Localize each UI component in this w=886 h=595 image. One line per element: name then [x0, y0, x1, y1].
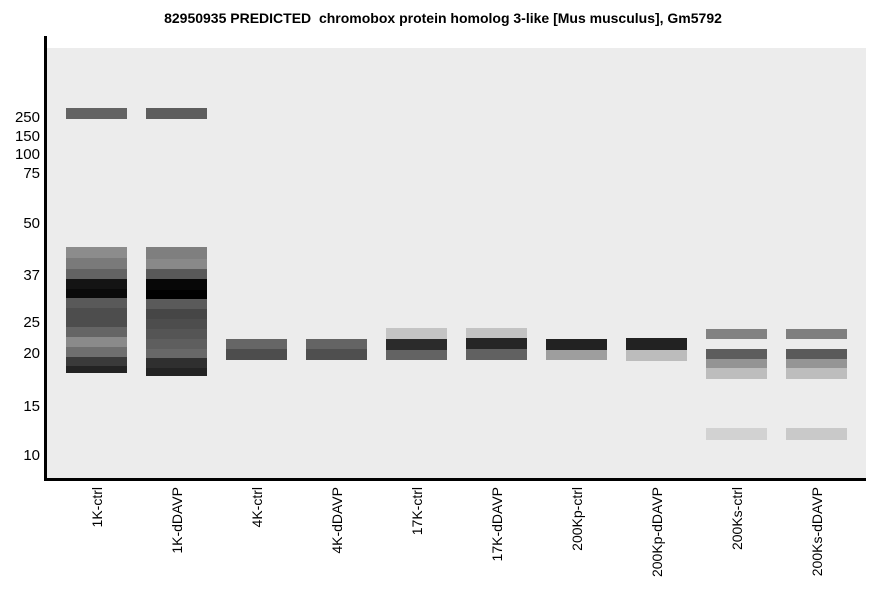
y-axis-tick-label: 75 [23, 165, 40, 182]
lane-label: 200Kp-dDAVP [648, 487, 665, 578]
gel-band [66, 337, 127, 347]
gel-band [146, 368, 207, 376]
gel-band [66, 258, 127, 269]
gel-band [786, 329, 847, 339]
gel-band [66, 279, 127, 289]
gel-band [466, 338, 527, 349]
y-axis-tick-label: 25 [23, 314, 40, 331]
y-axis-tick-label: 100 [14, 146, 40, 163]
lane-label: 1K-dDAVP [168, 487, 185, 554]
gel-band [706, 349, 767, 359]
lane-label: 4K-dDAVP [328, 487, 345, 554]
gel-band [66, 357, 127, 366]
y-axis-tick-label: 37 [23, 267, 40, 284]
lane-label: 4K-ctrl [248, 487, 265, 528]
lane-label: 200Ks-dDAVP [808, 487, 825, 577]
y-axis-tick-label: 150 [14, 128, 40, 145]
lane-label: 200Ks-ctrl [728, 487, 745, 551]
gel-band [306, 349, 367, 360]
gel-band [66, 347, 127, 357]
gel-band [786, 368, 847, 379]
y-axis-tick-label: 15 [23, 398, 40, 415]
gel-band [786, 349, 847, 359]
y-axis-tick-label: 20 [23, 345, 40, 362]
gel-band [66, 289, 127, 298]
gel-band [146, 339, 207, 349]
gel-band [626, 338, 687, 350]
gel-band [146, 290, 207, 299]
gel-band [146, 329, 207, 339]
lane-label: 17K-dDAVP [488, 487, 505, 562]
gel-band [226, 349, 287, 360]
y-axis-tick-label: 250 [14, 109, 40, 126]
y-axis-tick-label: 50 [23, 215, 40, 232]
y-axis-tick-label: 10 [23, 447, 40, 464]
gel-band [786, 359, 847, 368]
gel-band [146, 279, 207, 290]
gel-band [306, 339, 367, 349]
gel-band [146, 108, 207, 119]
gel-band [706, 359, 767, 368]
gel-band [466, 328, 527, 338]
y-axis-line [44, 36, 47, 481]
gel-band [146, 299, 207, 309]
gel-band [466, 349, 527, 360]
gel-band [386, 328, 447, 339]
gel-band [66, 308, 127, 327]
gel-band [66, 247, 127, 258]
gel-band [146, 309, 207, 319]
gel-band [226, 339, 287, 349]
lane-label: 200Kp-ctrl [568, 487, 585, 551]
gel-band [66, 327, 127, 337]
gel-band [706, 368, 767, 379]
lane-label: 17K-ctrl [408, 487, 425, 536]
gel-band [706, 428, 767, 440]
lane-label: 1K-ctrl [88, 487, 105, 528]
gel-band [146, 269, 207, 279]
gel-band [146, 349, 207, 358]
x-axis-line [44, 478, 866, 481]
gel-band [66, 269, 127, 279]
gel-band [546, 339, 607, 350]
gel-band [386, 350, 447, 360]
gel-band [146, 259, 207, 269]
gel-band [786, 428, 847, 440]
gel-band [146, 319, 207, 329]
gel-band [546, 350, 607, 360]
chart-title: 82950935 PREDICTED chromobox protein hom… [164, 10, 722, 26]
gel-band [66, 108, 127, 119]
gel-band [66, 298, 127, 308]
gel-band [706, 329, 767, 339]
gel-band [626, 350, 687, 361]
gel-band [386, 339, 447, 350]
gel-band [146, 247, 207, 259]
gel-band [146, 358, 207, 368]
gel-band [66, 366, 127, 373]
